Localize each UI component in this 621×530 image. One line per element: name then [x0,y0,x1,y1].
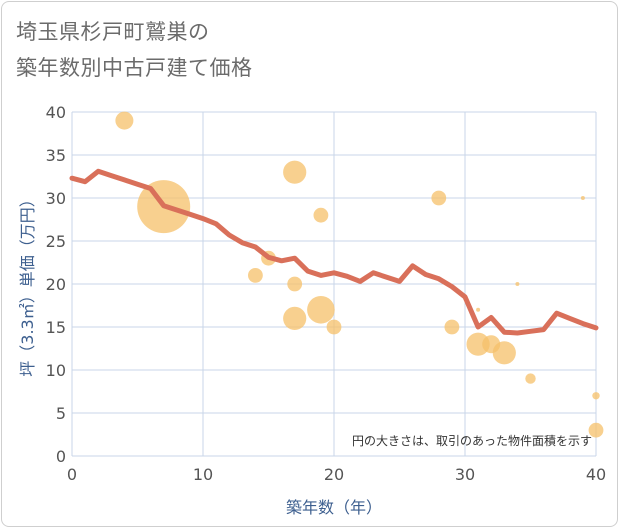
bubble-point [115,111,134,130]
bubble-point [444,319,460,335]
bubble-point [283,306,307,330]
y-tick-label: 25 [46,232,66,251]
y-tick-label: 35 [46,146,66,165]
y-tick-label: 40 [46,103,66,122]
bubble-point [592,392,600,400]
bubble-layer [115,111,604,438]
chart-title-line2: 築年数別中古戸建て価格 [16,56,253,80]
chart-title-line1: 埼玉県杉戸町鷲巣の [16,20,210,44]
chart-title: 埼玉県杉戸町鷲巣の 築年数別中古戸建て価格 [16,14,253,86]
bubble-point [588,422,604,438]
y-tick-label: 20 [46,275,66,294]
bubble-point [476,307,481,312]
bubble-point [248,268,263,283]
bubble-point [492,341,516,365]
bubble-point [287,276,303,292]
bubble-point [466,332,490,356]
x-tick-label: 10 [193,465,213,484]
y-tick-label: 10 [46,361,66,380]
y-axis-label: 坪（3.3㎡）単価（万円） [18,191,37,376]
bubble-point [525,373,536,384]
x-tick-label: 40 [586,465,606,484]
bubble-point [313,207,329,223]
x-tick-label: 30 [455,465,475,484]
x-tick-label: 0 [67,465,77,484]
x-axis-label: 築年数（年） [286,498,382,517]
bubble-point [307,296,335,324]
y-tick-label: 0 [56,447,66,466]
y-tick-label: 30 [46,189,66,208]
bubble-point [283,160,307,184]
y-tick-label: 5 [56,404,66,423]
bubble-size-note: 円の大きさは、取引のあった物件面積を示す [352,433,592,448]
bubble-point [515,282,520,286]
bubble-point [580,196,585,200]
bubble-point [431,190,447,206]
average-line [69,168,599,336]
tick-labels: 0 10 20 30 40 0 5 10 15 20 25 30 35 40 [46,103,607,484]
bubble-point [326,319,342,335]
x-tick-label: 20 [324,465,344,484]
y-tick-label: 15 [46,318,66,337]
